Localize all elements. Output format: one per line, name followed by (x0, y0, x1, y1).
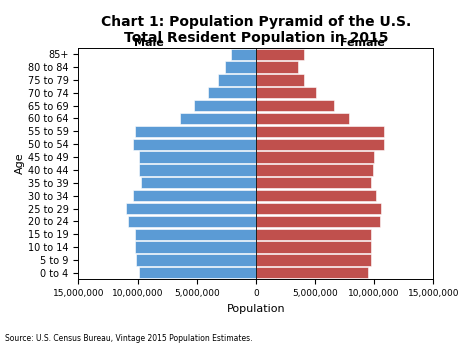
Bar (139, 164, 256, 175)
Bar (256, 100, 334, 111)
Y-axis label: Age: Age (15, 153, 25, 174)
Bar (256, 267, 368, 279)
Bar (135, 126, 256, 137)
Bar (256, 49, 304, 60)
Bar (225, 61, 256, 73)
Bar (133, 139, 256, 150)
Bar (135, 228, 256, 240)
Bar (256, 190, 376, 201)
Bar (128, 216, 256, 227)
Bar (256, 254, 371, 266)
Bar (256, 126, 383, 137)
Bar (256, 139, 383, 150)
Bar (180, 113, 256, 124)
Bar (256, 177, 371, 189)
Bar (231, 49, 256, 60)
Bar (126, 203, 256, 214)
Bar (256, 228, 371, 240)
Bar (256, 61, 299, 73)
Bar (137, 254, 256, 266)
Bar (133, 190, 256, 201)
Bar (256, 241, 371, 253)
Bar (218, 74, 256, 86)
Text: Female: Female (340, 38, 384, 48)
Bar (139, 151, 256, 163)
Bar (256, 164, 373, 175)
Bar (256, 87, 316, 98)
Bar (135, 241, 256, 253)
Bar (139, 267, 256, 279)
Bar (256, 74, 304, 86)
X-axis label: Population: Population (227, 303, 285, 313)
Text: Male: Male (135, 38, 164, 48)
Bar (256, 203, 381, 214)
Text: Source: U.S. Census Bureau, Vintage 2015 Population Estimates.: Source: U.S. Census Bureau, Vintage 2015… (5, 334, 252, 343)
Bar (256, 216, 380, 227)
Bar (209, 87, 256, 98)
Bar (141, 177, 256, 189)
Bar (256, 113, 349, 124)
Bar (194, 100, 256, 111)
Bar (256, 151, 374, 163)
Title: Chart 1: Population Pyramid of the U.S.
Total Resident Population in 2015: Chart 1: Population Pyramid of the U.S. … (100, 15, 411, 45)
